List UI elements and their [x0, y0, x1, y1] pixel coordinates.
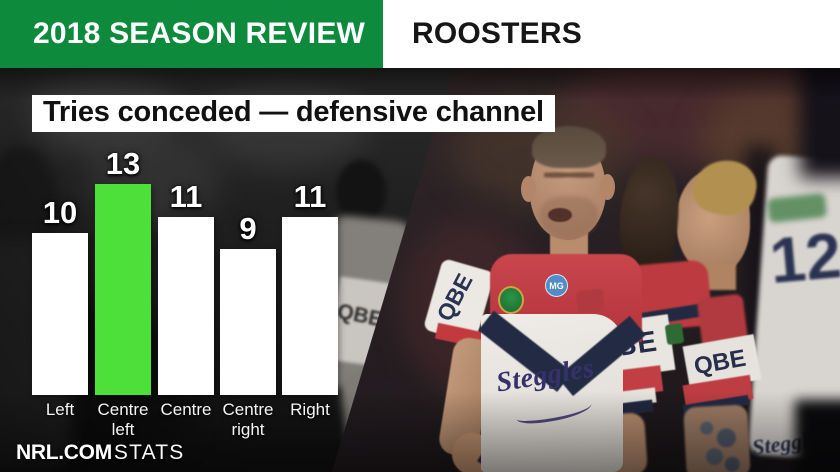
- bar-value-label: 13: [105, 146, 141, 181]
- bar-category-label: Centre right: [222, 400, 274, 440]
- header-band: 2018 SEASON REVIEW ROOSTERS: [0, 0, 840, 68]
- bar-category-label: Centre left: [97, 400, 149, 440]
- bar-category-label: Left: [45, 400, 75, 419]
- bar: [158, 217, 214, 395]
- bar-value-label: 11: [293, 179, 327, 214]
- bar: [220, 249, 276, 395]
- bar-value-label: 11: [169, 179, 203, 214]
- bar-group: 9 Centre right: [220, 211, 276, 439]
- bar: [95, 184, 151, 395]
- bar-group: 10 Left: [32, 195, 88, 419]
- bar-value-label: 10: [42, 195, 78, 230]
- team-name-label: ROOSTERS: [412, 17, 582, 50]
- stats-logo-text: STATS: [113, 441, 185, 464]
- chart-title: Tries conceded — defensive channel: [32, 95, 555, 132]
- bar-value-label: 9: [239, 211, 257, 246]
- bar-category-label: Centre: [160, 400, 212, 419]
- season-review-badge: 2018 SEASON REVIEW: [0, 0, 383, 68]
- bar-group: 11 Right: [282, 179, 338, 419]
- bar: [32, 233, 88, 395]
- bar-category-label: Right: [290, 400, 330, 419]
- bar-group: 13 Centre left: [95, 146, 151, 439]
- nrl-com-logo-text: NRL.COM: [16, 441, 112, 464]
- season-review-label: 2018 SEASON REVIEW: [33, 17, 366, 50]
- bar-group: 11 Centre: [158, 179, 214, 419]
- bar: [282, 217, 338, 395]
- nrl-stats-logo: NRL.COM STATS: [16, 441, 184, 465]
